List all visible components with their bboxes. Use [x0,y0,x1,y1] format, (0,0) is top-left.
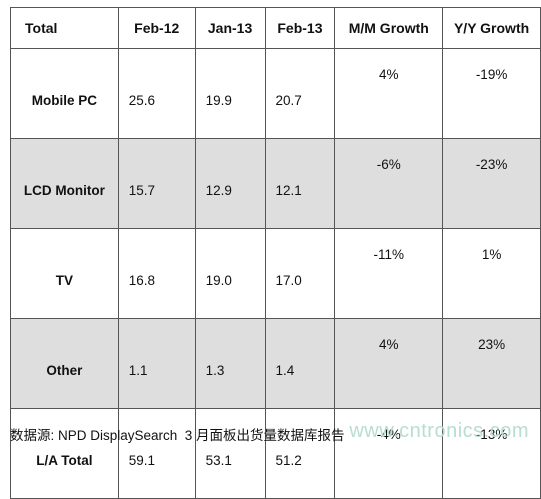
header-yy-growth: Y/Y Growth [442,7,541,49]
row-label: L/A Total [10,408,119,499]
cell-yy-growth: -19% [442,48,541,139]
source-caption: 数据源: NPD DisplaySearch 3 月面板出货量数据库报告 [10,428,345,443]
cell-jan-13: 1.3 [194,318,266,409]
row-label: LCD Monitor [10,138,119,229]
table-row-other: Other 1.1 1.3 1.4 4% 23% [10,318,541,409]
header-feb-13: Feb-13 [264,7,336,49]
cell-feb-13: 51.2 [264,408,336,499]
cell-mm-growth: 4% [334,318,444,409]
header-total: Total [10,7,119,49]
cell-yy-growth: -23% [442,138,541,229]
row-label: Other [10,318,119,409]
cell-jan-13: 19.0 [194,228,266,319]
table-row-lcd-monitor: LCD Monitor 15.7 12.9 12.1 -6% -23% [10,138,541,229]
site-watermark: www.cntronics.com [349,420,529,442]
cell-feb-12: 59.1 [117,408,196,499]
cell-yy-growth: 1% [442,228,541,319]
cell-feb-12: 1.1 [117,318,196,409]
row-label: Mobile PC [10,48,119,139]
cell-feb-13: 20.7 [264,48,336,139]
row-label: TV [10,228,119,319]
cell-yy-growth: 23% [442,318,541,409]
cell-jan-13: 19.9 [194,48,266,139]
table-header-row: Total Feb-12 Jan-13 Feb-13 M/M Growth Y/… [10,7,541,49]
cell-mm-growth: 4% [334,48,444,139]
header-mm-growth: M/M Growth [334,7,444,49]
cell-feb-13: 12.1 [264,138,336,229]
table-row-tv: TV 16.8 19.0 17.0 -11% 1% [10,228,541,319]
cell-mm-growth: -6% [334,138,444,229]
cell-feb-12: 25.6 [117,48,196,139]
cell-mm-growth: -11% [334,228,444,319]
cell-feb-12: 15.7 [117,138,196,229]
header-jan-13: Jan-13 [194,7,266,49]
cell-feb-12: 16.8 [117,228,196,319]
cell-jan-13: 53.1 [194,408,266,499]
cell-feb-13: 1.4 [264,318,336,409]
cell-feb-13: 17.0 [264,228,336,319]
cell-jan-13: 12.9 [194,138,266,229]
table-row-mobile-pc: Mobile PC 25.6 19.9 20.7 4% -19% [10,48,541,139]
header-feb-12: Feb-12 [117,7,196,49]
